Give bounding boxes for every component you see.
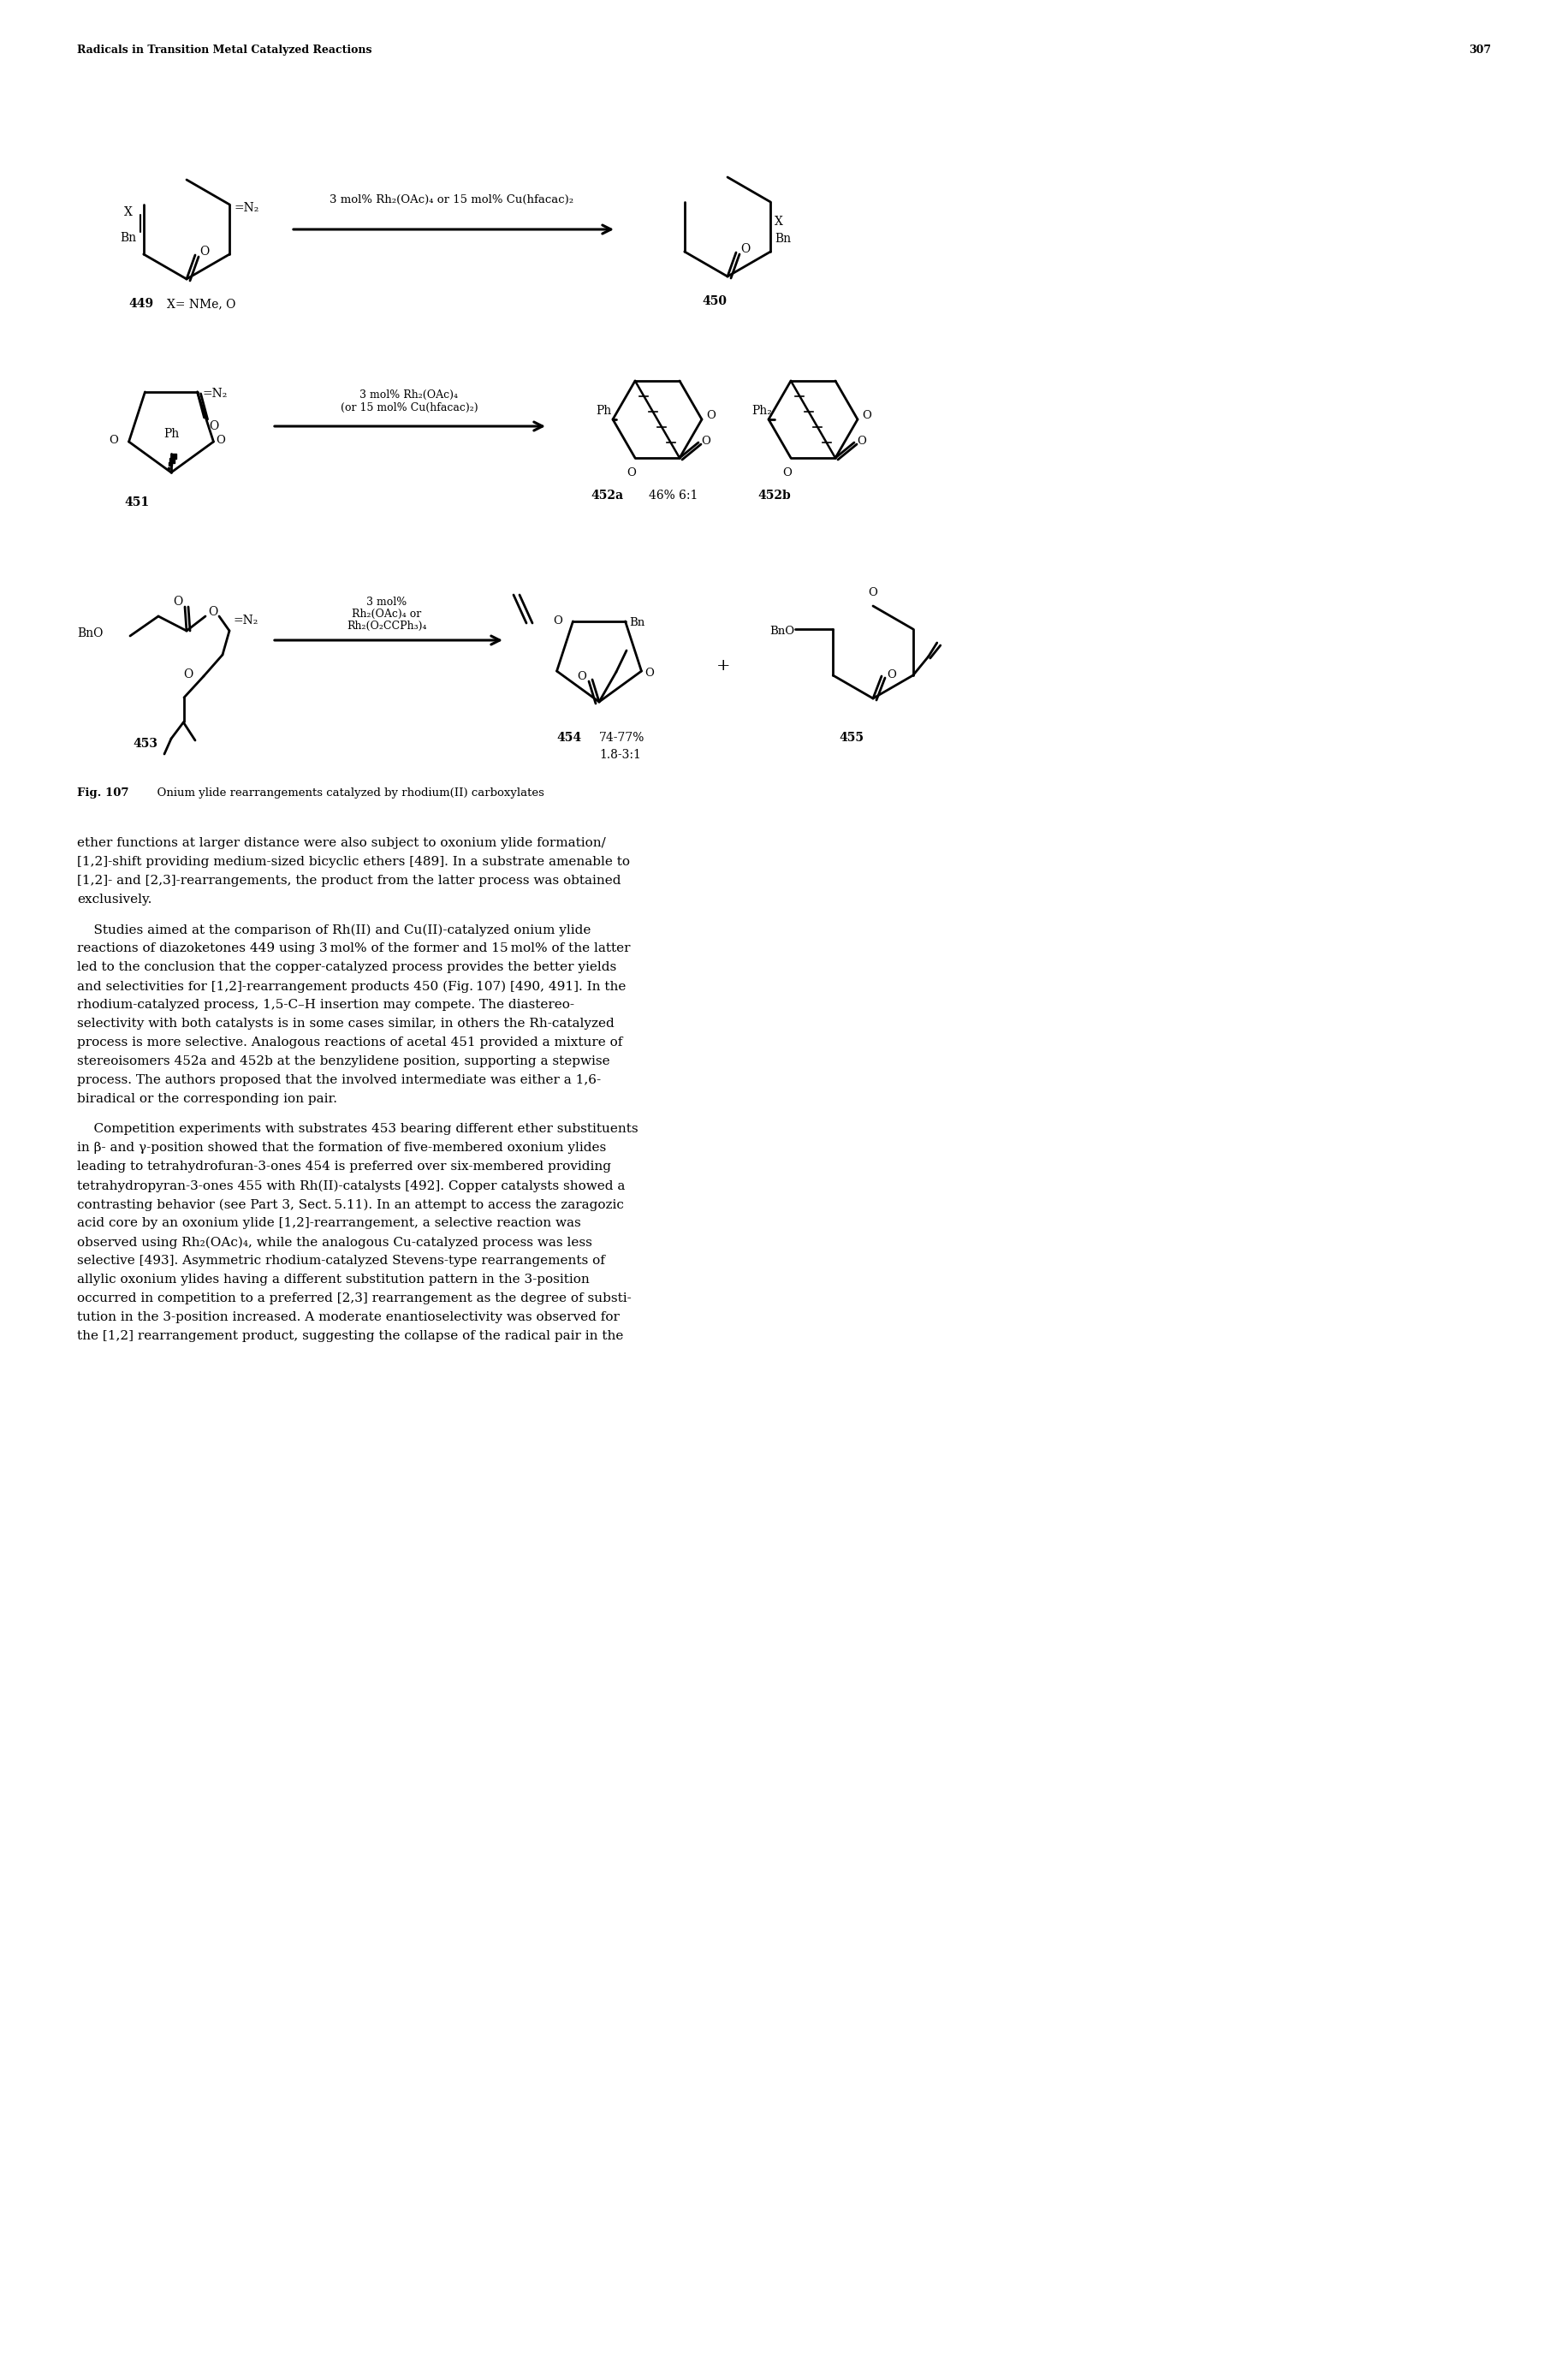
Text: O: O bbox=[209, 606, 218, 618]
Text: O: O bbox=[644, 668, 654, 680]
Text: O: O bbox=[209, 421, 220, 432]
Text: O: O bbox=[108, 435, 118, 447]
Text: Fig. 107: Fig. 107 bbox=[77, 786, 129, 798]
Text: Bn: Bn bbox=[121, 233, 136, 245]
Text: stereoisomers 452a and 452b at the benzylidene position, supporting a stepwise: stereoisomers 452a and 452b at the benzy… bbox=[77, 1055, 610, 1067]
Text: rhodium-catalyzed process, 1,5-C–H insertion may compete. The diastereo-: rhodium-catalyzed process, 1,5-C–H inser… bbox=[77, 998, 574, 1012]
Text: the [1,2] rearrangement product, suggesting the collapse of the radical pair in : the [1,2] rearrangement product, suggest… bbox=[77, 1331, 624, 1342]
Text: occurred in competition to a preferred [2,3] rearrangement as the degree of subs: occurred in competition to a preferred [… bbox=[77, 1293, 632, 1304]
Text: Competition experiments with substrates 453 bearing different ether substituents: Competition experiments with substrates … bbox=[77, 1124, 638, 1136]
Text: 454: 454 bbox=[557, 732, 582, 744]
Text: tution in the 3-position increased. A moderate enantioselectivity was observed f: tution in the 3-position increased. A mo… bbox=[77, 1312, 619, 1323]
Text: (or 15 mol% Cu(hfacac)₂): (or 15 mol% Cu(hfacac)₂) bbox=[340, 402, 478, 413]
Text: Rh₂(O₂CCPh₃)₄: Rh₂(O₂CCPh₃)₄ bbox=[347, 620, 426, 632]
Text: [1,2]- and [2,3]-rearrangements, the product from the latter process was obtaine: [1,2]- and [2,3]-rearrangements, the pro… bbox=[77, 874, 621, 886]
Text: ether functions at larger distance were also subject to oxonium ylide formation/: ether functions at larger distance were … bbox=[77, 836, 605, 848]
Text: Ph: Ph bbox=[596, 404, 612, 416]
Text: X: X bbox=[124, 207, 132, 219]
Text: 449: 449 bbox=[129, 297, 154, 309]
Text: Ph: Ph bbox=[163, 428, 179, 440]
Text: BnO: BnO bbox=[770, 625, 795, 637]
Text: 3 mol% Rh₂(OAc)₄ or 15 mol% Cu(hfacac)₂: 3 mol% Rh₂(OAc)₄ or 15 mol% Cu(hfacac)₂ bbox=[329, 195, 574, 204]
Text: biradical or the corresponding ion pair.: biradical or the corresponding ion pair. bbox=[77, 1093, 337, 1105]
Text: contrasting behavior (see Part 3, Sect. 5.11). In an attempt to access the zarag: contrasting behavior (see Part 3, Sect. … bbox=[77, 1198, 624, 1212]
Text: O: O bbox=[856, 435, 866, 447]
Text: =N₂: =N₂ bbox=[234, 615, 259, 627]
Text: 46% 6:1: 46% 6:1 bbox=[649, 489, 698, 501]
Text: tetrahydropyran-3-ones 455 with Rh(II)-catalysts [492]. Copper catalysts showed : tetrahydropyran-3-ones 455 with Rh(II)-c… bbox=[77, 1181, 626, 1193]
Text: Onium ylide rearrangements catalyzed by rhodium(II) carboxylates: Onium ylide rearrangements catalyzed by … bbox=[151, 786, 544, 798]
Text: 3 mol%: 3 mol% bbox=[367, 596, 408, 608]
Text: BnO: BnO bbox=[77, 627, 103, 639]
Text: 452a: 452a bbox=[591, 489, 622, 501]
Text: exclusively.: exclusively. bbox=[77, 893, 152, 905]
Text: Ph₂: Ph₂ bbox=[751, 404, 771, 416]
Text: O: O bbox=[216, 435, 226, 447]
Text: led to the conclusion that the copper-catalyzed process provides the better yiel: led to the conclusion that the copper-ca… bbox=[77, 962, 616, 974]
Text: O: O bbox=[782, 468, 792, 478]
Text: X= NMe, O: X= NMe, O bbox=[166, 297, 235, 309]
Text: X: X bbox=[775, 216, 784, 228]
Text: O: O bbox=[869, 587, 878, 599]
Text: O: O bbox=[183, 668, 193, 680]
Text: 74-77%: 74-77% bbox=[599, 732, 644, 744]
Text: O: O bbox=[740, 242, 750, 254]
Text: O: O bbox=[172, 596, 182, 608]
Text: allylic oxonium ylides having a different substitution pattern in the 3-position: allylic oxonium ylides having a differen… bbox=[77, 1274, 590, 1285]
Text: Rh₂(OAc)₄ or: Rh₂(OAc)₄ or bbox=[353, 608, 422, 620]
Text: in β- and γ-position showed that the formation of five-membered oxonium ylides: in β- and γ-position showed that the for… bbox=[77, 1143, 607, 1155]
Text: 450: 450 bbox=[702, 295, 726, 307]
Text: =N₂: =N₂ bbox=[202, 387, 227, 399]
Text: 453: 453 bbox=[133, 739, 157, 751]
Text: Bn: Bn bbox=[630, 618, 644, 630]
Text: reactions of diazoketones 449 using 3 mol% of the former and 15 mol% of the latt: reactions of diazoketones 449 using 3 mo… bbox=[77, 943, 630, 955]
Text: 451: 451 bbox=[124, 497, 149, 508]
Text: 3 mol% Rh₂(OAc)₄: 3 mol% Rh₂(OAc)₄ bbox=[361, 390, 458, 402]
Text: O: O bbox=[199, 245, 209, 257]
Text: O: O bbox=[887, 670, 895, 680]
Text: O: O bbox=[862, 409, 872, 421]
Text: O: O bbox=[577, 670, 586, 682]
Text: Studies aimed at the comparison of Rh(II) and Cu(II)-catalyzed onium ylide: Studies aimed at the comparison of Rh(II… bbox=[77, 924, 591, 936]
Text: selective [493]. Asymmetric rhodium-catalyzed Stevens-type rearrangements of: selective [493]. Asymmetric rhodium-cata… bbox=[77, 1255, 605, 1266]
Text: 455: 455 bbox=[839, 732, 864, 744]
Text: and selectivities for [1,2]-rearrangement products 450 (Fig. 107) [490, 491]. In: and selectivities for [1,2]-rearrangemen… bbox=[77, 981, 626, 993]
Text: 452b: 452b bbox=[757, 489, 790, 501]
Text: =N₂: =N₂ bbox=[234, 202, 259, 214]
Text: [1,2]-shift providing medium-sized bicyclic ethers [489]. In a substrate amenabl: [1,2]-shift providing medium-sized bicyc… bbox=[77, 855, 630, 867]
Text: Bn: Bn bbox=[775, 233, 792, 245]
Text: acid core by an oxonium ylide [1,2]-rearrangement, a selective reaction was: acid core by an oxonium ylide [1,2]-rear… bbox=[77, 1217, 580, 1228]
Text: O: O bbox=[554, 615, 563, 627]
Text: +: + bbox=[717, 658, 731, 675]
Text: selectivity with both catalysts is in some cases similar, in others the Rh-catal: selectivity with both catalysts is in so… bbox=[77, 1017, 615, 1029]
Text: Radicals in Transition Metal Catalyzed Reactions: Radicals in Transition Metal Catalyzed R… bbox=[77, 45, 372, 55]
Text: leading to tetrahydrofuran-3-ones 454 is preferred over six-membered providing: leading to tetrahydrofuran-3-ones 454 is… bbox=[77, 1162, 612, 1174]
Text: 1.8-3:1: 1.8-3:1 bbox=[599, 748, 641, 760]
Text: process. The authors proposed that the involved intermediate was either a 1,6-: process. The authors proposed that the i… bbox=[77, 1074, 601, 1086]
Text: process is more selective. Analogous reactions of acetal 451 provided a mixture : process is more selective. Analogous rea… bbox=[77, 1036, 622, 1048]
Text: observed using Rh₂(OAc)₄, while the analogous Cu-catalyzed process was less: observed using Rh₂(OAc)₄, while the anal… bbox=[77, 1236, 593, 1250]
Text: O: O bbox=[627, 468, 637, 478]
Text: O: O bbox=[701, 435, 710, 447]
Text: 307: 307 bbox=[1469, 45, 1491, 55]
Text: O: O bbox=[706, 409, 715, 421]
